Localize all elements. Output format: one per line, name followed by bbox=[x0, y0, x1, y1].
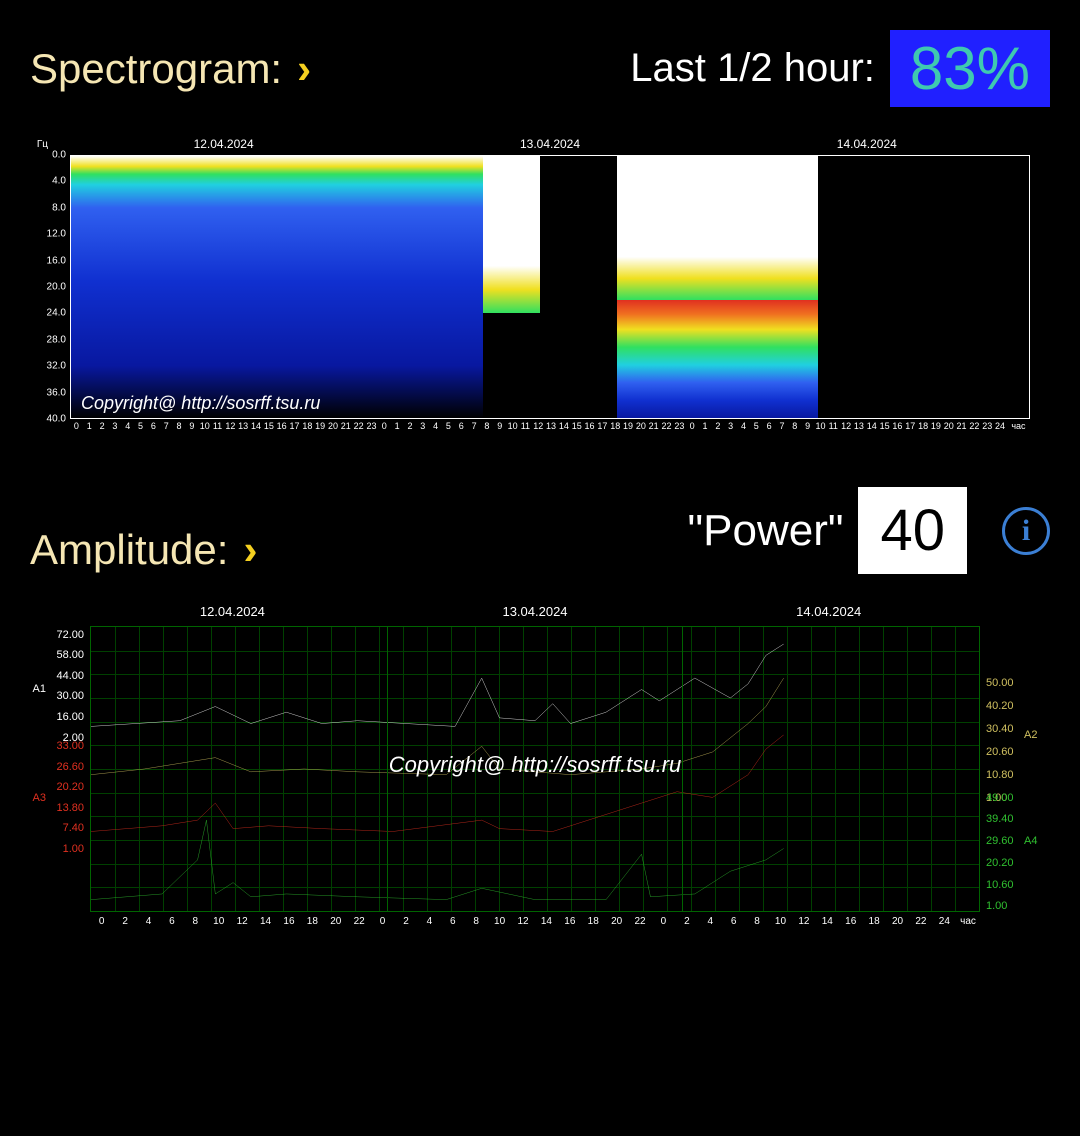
chevron-right-icon[interactable]: › bbox=[297, 45, 311, 93]
amplitude-stats: "Power" 40 i bbox=[688, 487, 1050, 574]
spectrogram-stats: Last 1/2 hour: 83% bbox=[630, 30, 1050, 107]
chevron-right-icon[interactable]: › bbox=[243, 526, 257, 574]
spectrogram-title-block: Spectrogram: › bbox=[30, 45, 311, 93]
last-half-hour-label: Last 1/2 hour: bbox=[630, 46, 875, 91]
amplitude-right-axis: 50.0040.2030.4020.6010.801.0049.0039.402… bbox=[982, 626, 1040, 912]
spectrogram-chart-container: 12.04.202413.04.202414.04.2024 Гц0.04.08… bbox=[30, 137, 1050, 437]
amplitude-title-block: Amplitude: › bbox=[30, 526, 257, 574]
amplitude-x-axis: 0246810121416182022024681012141618202202… bbox=[90, 916, 980, 934]
amplitude-copyright: Copyright@ http://sosrff.tsu.ru bbox=[389, 752, 682, 778]
amplitude-left-axis: 72.0058.0044.0030.0016.002.0033.0026.602… bbox=[30, 626, 88, 912]
spectrogram-copyright: Copyright@ http://sosrff.tsu.ru bbox=[81, 393, 320, 414]
amplitude-plot-area: Copyright@ http://sosrff.tsu.ru bbox=[90, 626, 980, 912]
percent-badge: 83% bbox=[890, 30, 1050, 107]
spectrogram-title: Spectrogram: bbox=[30, 45, 282, 93]
amplitude-chart-container: 12.04.202413.04.202414.04.2024 72.0058.0… bbox=[30, 604, 1050, 934]
amplitude-title: Amplitude: bbox=[30, 526, 228, 574]
spectrogram-plot-area: Copyright@ http://sosrff.tsu.ru bbox=[70, 155, 1030, 419]
amplitude-header: Amplitude: › "Power" 40 i bbox=[30, 487, 1050, 574]
spectrogram-date-axis: 12.04.202413.04.202414.04.2024 bbox=[70, 137, 1030, 155]
spectrogram-x-axis: 0123456789101112131415161718192021222301… bbox=[70, 421, 1030, 437]
info-icon[interactable]: i bbox=[1002, 507, 1050, 555]
spectrogram-y-axis: Гц0.04.08.012.016.020.024.028.032.036.04… bbox=[30, 155, 68, 419]
amplitude-chart: 12.04.202413.04.202414.04.2024 72.0058.0… bbox=[30, 604, 1040, 934]
spectrogram-header: Spectrogram: › Last 1/2 hour: 83% bbox=[30, 30, 1050, 107]
power-label: "Power" bbox=[688, 506, 844, 556]
amplitude-date-axis: 12.04.202413.04.202414.04.2024 bbox=[90, 604, 980, 622]
power-value: 40 bbox=[858, 487, 967, 574]
spectrogram-chart: 12.04.202413.04.202414.04.2024 Гц0.04.08… bbox=[30, 137, 1040, 437]
